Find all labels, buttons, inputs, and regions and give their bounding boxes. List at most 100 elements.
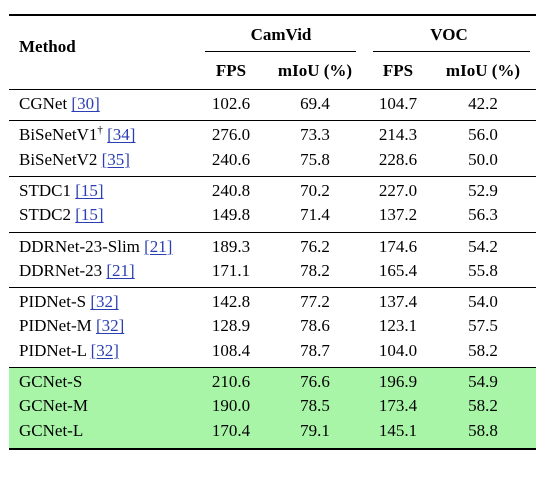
citation-link[interactable]: [30] (71, 94, 100, 113)
method-name: GCNet-S (19, 372, 83, 391)
header-camvid: CamVid (250, 25, 312, 44)
group-separator (9, 89, 536, 90)
camvid-underline (205, 51, 356, 52)
value-camvid-miou: 78.5 (300, 396, 330, 416)
method-name: BiSeNetV2 (19, 149, 98, 169)
value-voc-fps: 196.9 (378, 372, 418, 391)
group-separator (9, 175, 536, 177)
value-voc-fps: 145.1 (378, 420, 418, 440)
method-name: DDRNet-23 (19, 260, 103, 280)
citation-link[interactable]: [32] (90, 292, 119, 312)
value-voc-miou: 55.8 (468, 260, 498, 280)
value-voc-miou: 56.3 (468, 205, 498, 225)
value-camvid-miou: 70.2 (300, 180, 330, 200)
value-voc-fps: 227.0 (378, 180, 418, 200)
value-voc-fps: 137.4 (378, 292, 418, 312)
value-voc-miou: 58.2 (468, 340, 498, 360)
value-voc-miou: 58.8 (468, 420, 498, 440)
method-cell: GCNet-L (19, 421, 83, 441)
top-rule (9, 14, 536, 16)
citation-link[interactable]: [35] (101, 149, 130, 169)
method-cell: PIDNet-S [32] (19, 292, 119, 312)
method-cell: BiSeNetV2 [35] (19, 150, 130, 170)
value-camvid-miou: 75.8 (300, 149, 330, 169)
value-camvid-miou: 78.2 (300, 260, 330, 280)
value-camvid-miou: 79.1 (300, 420, 330, 440)
header-voc-fps: FPS (382, 61, 414, 80)
value-camvid-miou: 69.4 (300, 94, 330, 113)
value-camvid-fps: 190.0 (211, 396, 251, 416)
citation-link[interactable]: [15] (75, 205, 104, 225)
citation-link[interactable]: [21] (144, 236, 173, 256)
method-cell: GCNet-S (19, 372, 82, 392)
method-name: DDRNet-23-Slim (19, 236, 140, 256)
value-camvid-fps: 102.6 (211, 94, 251, 113)
header-voc-miou: mIoU (%) (445, 61, 521, 80)
value-voc-fps: 173.4 (378, 396, 418, 416)
method-name: CGNet (19, 94, 68, 113)
method-cell: PIDNet-L [32] (19, 341, 119, 361)
value-camvid-fps: 276.0 (211, 125, 251, 145)
value-voc-miou: 58.2 (468, 396, 498, 416)
header-voc: VOC (430, 25, 468, 44)
method-name: PIDNet-M (19, 316, 92, 336)
header-method: Method (19, 37, 76, 56)
header-camvid-fps: FPS (215, 61, 247, 80)
bottom-rule (9, 447, 536, 450)
citation-link[interactable]: [32] (95, 316, 125, 336)
header-camvid-miou: mIoU (%) (277, 61, 353, 80)
method-cell: STDC2 [15] (19, 205, 104, 225)
method-name: PIDNet-S (19, 292, 87, 312)
group-separator (9, 287, 536, 289)
citation-link[interactable]: [32] (90, 340, 119, 360)
highlight-band (9, 368, 536, 449)
method-name: BiSeNetV1 (19, 125, 98, 145)
value-camvid-fps: 142.8 (211, 292, 251, 312)
value-camvid-fps: 149.8 (211, 205, 251, 225)
value-camvid-fps: 240.8 (211, 180, 251, 200)
method-cell: BiSeNetV1† [34] (19, 124, 136, 147)
value-voc-fps: 228.6 (378, 149, 418, 169)
method-name: GCNet-M (19, 396, 88, 416)
value-camvid-fps: 189.3 (211, 236, 251, 256)
value-camvid-fps: 128.9 (211, 316, 251, 336)
value-voc-fps: 104.0 (378, 340, 418, 360)
value-voc-fps: 104.7 (378, 94, 418, 113)
citation-link[interactable]: [34] (107, 125, 136, 145)
method-name: STDC2 (19, 205, 71, 225)
dagger-mark: † (97, 124, 103, 137)
citation-link[interactable]: [21] (106, 260, 135, 280)
value-camvid-miou: 73.3 (300, 125, 330, 145)
method-cell: GCNet-M (19, 396, 88, 416)
value-voc-fps: 137.2 (378, 205, 418, 225)
value-voc-miou: 54.9 (468, 372, 498, 391)
method-name: STDC1 (19, 180, 71, 200)
value-camvid-miou: 78.6 (300, 316, 330, 336)
value-voc-fps: 214.3 (378, 125, 418, 145)
results-table: Method CamVid VOC FPS mIoU (%) FPS mIoU … (9, 14, 536, 450)
method-cell: DDRNet-23 [21] (19, 261, 135, 281)
value-voc-miou: 56.0 (468, 125, 498, 145)
citation-link[interactable]: [15] (75, 180, 104, 200)
value-voc-miou: 54.2 (468, 236, 498, 256)
value-camvid-miou: 76.2 (300, 236, 330, 256)
value-voc-miou: 42.2 (468, 94, 498, 113)
value-voc-fps: 165.4 (378, 260, 418, 280)
value-voc-miou: 54.0 (468, 292, 498, 312)
value-camvid-miou: 77.2 (300, 292, 330, 312)
value-camvid-fps: 240.6 (211, 149, 251, 169)
value-voc-fps: 123.1 (378, 316, 418, 336)
method-cell: PIDNet-M [32] (19, 316, 124, 336)
value-camvid-fps: 210.6 (211, 372, 251, 391)
group-separator (9, 231, 536, 233)
group-separator (9, 120, 536, 122)
value-camvid-fps: 170.4 (211, 420, 251, 440)
method-cell: CGNet [30] (19, 94, 100, 114)
value-voc-miou: 57.5 (468, 316, 498, 336)
group-separator (9, 367, 536, 368)
method-name: GCNet-L (19, 420, 84, 440)
voc-underline (373, 51, 530, 52)
value-camvid-fps: 108.4 (211, 340, 251, 360)
method-name: PIDNet-L (19, 340, 87, 360)
value-voc-miou: 50.0 (468, 149, 498, 169)
